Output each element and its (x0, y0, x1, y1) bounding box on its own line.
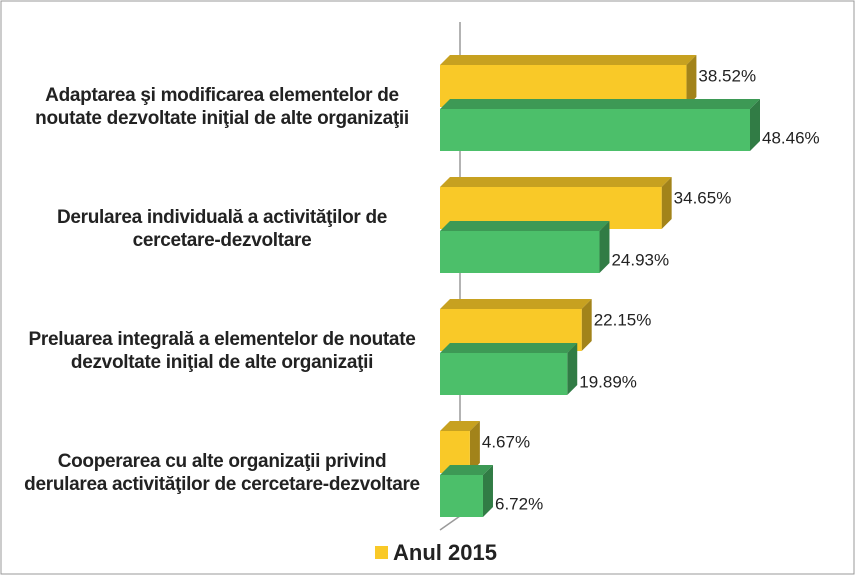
category-label: Preluarea integrală a elementelor de nou… (28, 329, 416, 373)
bar-side (567, 343, 578, 395)
value-label: 34.65% (674, 188, 732, 207)
legend-label: Anul 2015 (393, 540, 497, 565)
bar-front (440, 231, 600, 273)
bar-side (482, 465, 493, 517)
bar (440, 99, 760, 151)
category-label: Cooperarea cu alte organizaţii privind d… (24, 451, 420, 495)
value-label: 48.46% (762, 128, 820, 147)
bar-top (440, 99, 760, 109)
bar-side (750, 99, 760, 151)
category-label: Adaptarea şi modificarea elementelor de … (35, 85, 409, 129)
bar-side (686, 55, 697, 107)
bar-front (440, 109, 750, 151)
bar-top (440, 177, 672, 187)
bar-side (599, 221, 610, 273)
value-label: 19.89% (579, 372, 637, 391)
bar-side (581, 299, 592, 351)
bar (440, 221, 610, 273)
value-label: 4.67% (482, 432, 530, 451)
value-label: 24.93% (611, 250, 669, 269)
bar-top (440, 465, 493, 475)
value-label: 6.72% (495, 494, 543, 513)
bar-front (440, 353, 568, 395)
bar-top (440, 299, 592, 309)
bar-front (440, 475, 483, 517)
bar-top (440, 421, 480, 431)
category-label: Derularea individuală a activităţilor de… (56, 207, 388, 251)
bar-top (440, 221, 610, 231)
bar-top (440, 343, 578, 353)
legend-swatch (375, 546, 388, 559)
bar (440, 465, 493, 517)
value-label: 22.15% (594, 310, 652, 329)
bar-side (469, 421, 480, 473)
bar-top (440, 55, 697, 65)
bar-side (661, 177, 672, 229)
bar (440, 343, 578, 395)
value-label: 38.52% (698, 66, 756, 85)
